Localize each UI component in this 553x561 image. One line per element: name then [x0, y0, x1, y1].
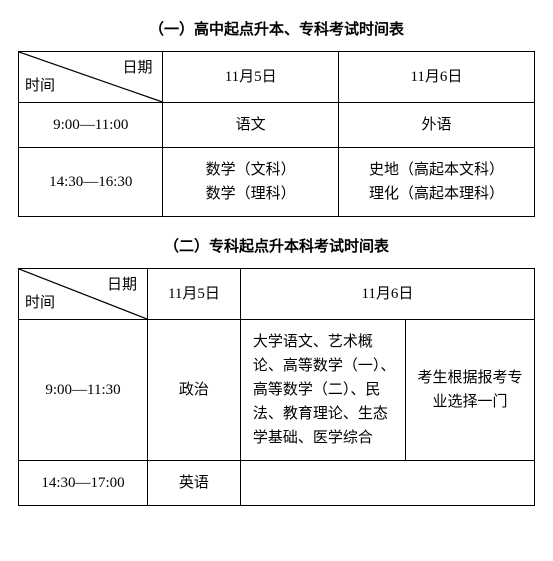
subject-cell: 外语	[338, 103, 534, 148]
col-header-date1: 11月5日	[163, 52, 338, 103]
table-row: 日期 时间 11月5日 11月6日	[19, 52, 535, 103]
table-row: 9:00—11:00 语文 外语	[19, 103, 535, 148]
table-row: 9:00—11:30 政治 大学语文、艺术概论、高等数学（一）、高等数学（二）、…	[19, 320, 535, 461]
time-cell: 14:30—16:30	[19, 148, 163, 217]
schedule-table-1: 日期 时间 11月5日 11月6日 9:00—11:00 语文 外语 14:30…	[18, 51, 535, 217]
subject-cell: 语文	[163, 103, 338, 148]
diag-top-label: 日期	[122, 56, 152, 80]
table2-title: （二）专科起点升本科考试时间表	[18, 235, 535, 256]
table1-title: （一）高中起点升本、专科考试时间表	[18, 18, 535, 39]
time-cell: 9:00—11:00	[19, 103, 163, 148]
subject-cell: 政治	[148, 320, 241, 461]
diagonal-header-cell: 日期 时间	[19, 269, 148, 320]
table-row: 日期 时间 11月5日 11月6日	[19, 269, 535, 320]
col-header-date2: 11月6日	[338, 52, 534, 103]
col-header-date1: 11月5日	[148, 269, 241, 320]
table-row: 14:30—17:00 英语	[19, 461, 535, 506]
diag-top-label: 日期	[107, 273, 137, 297]
subject-cell: 英语	[148, 461, 241, 506]
empty-cell	[240, 461, 534, 506]
subject-cell: 数学（文科） 数学（理科）	[163, 148, 338, 217]
diag-bottom-label: 时间	[25, 74, 55, 98]
col-header-date2: 11月6日	[240, 269, 534, 320]
note-cell: 考生根据报考专业选择一门	[405, 320, 534, 461]
diag-bottom-label: 时间	[25, 291, 55, 315]
time-cell: 9:00—11:30	[19, 320, 148, 461]
schedule-table-2: 日期 时间 11月5日 11月6日 9:00—11:30 政治 大学语文、艺术概…	[18, 268, 535, 506]
diagonal-header-cell: 日期 时间	[19, 52, 163, 103]
time-cell: 14:30—17:00	[19, 461, 148, 506]
subject-cell: 史地（高起本文科） 理化（高起本理科）	[338, 148, 534, 217]
subject-list-cell: 大学语文、艺术概论、高等数学（一）、高等数学（二）、民法、教育理论、生态学基础、…	[240, 320, 405, 461]
table-row: 14:30—16:30 数学（文科） 数学（理科） 史地（高起本文科） 理化（高…	[19, 148, 535, 217]
